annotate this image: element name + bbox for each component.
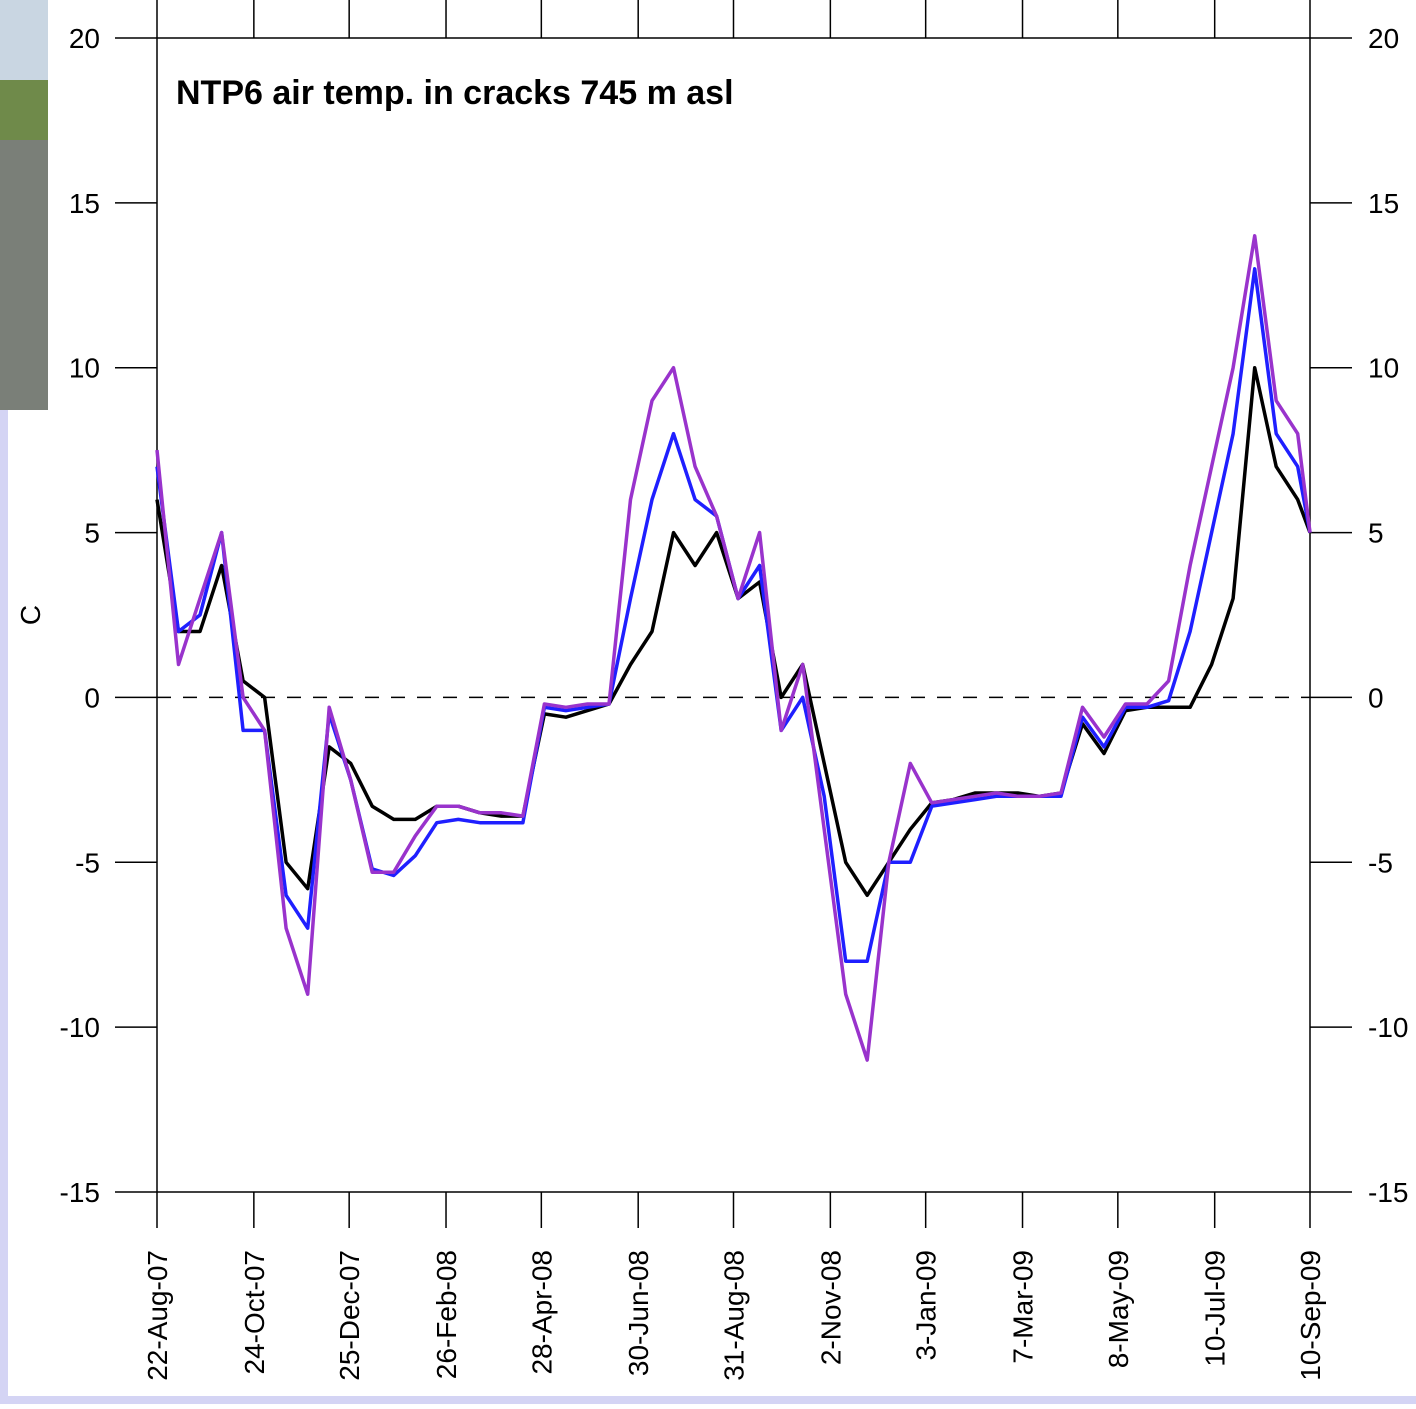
page: NTP6 air temp. in cracks 745 m asl C -15…: [0, 0, 1416, 1409]
x-tick-label: 7-Mar-09: [1008, 1250, 1039, 1364]
x-tick-label: 24-Oct-07: [239, 1250, 270, 1375]
photo-sky: [0, 0, 48, 80]
x-tick-label: 26-Feb-08: [431, 1250, 462, 1379]
y-tick-label: 0: [84, 682, 100, 713]
y2-tick-label: -15: [1368, 1177, 1408, 1208]
y2-tick-label: 15: [1368, 188, 1399, 219]
y2-tick-label: -5: [1368, 847, 1393, 878]
y-tick-label: 15: [69, 188, 100, 219]
photo-grass: [0, 80, 48, 140]
y-tick-label: -15: [60, 1177, 100, 1208]
x-tick-label: 22-Aug-07: [142, 1250, 173, 1381]
x-tick-label: 10-Jul-09: [1200, 1250, 1231, 1367]
y-tick-label: 20: [69, 23, 100, 54]
chart: NTP6 air temp. in cracks 745 m asl C -15…: [0, 0, 1416, 1404]
y2-tick-label: 20: [1368, 23, 1399, 54]
bottom-border: [0, 1396, 1416, 1404]
background: [0, 0, 1416, 1404]
chart-title: NTP6 air temp. in cracks 745 m asl: [176, 74, 734, 112]
y2-tick-label: 5: [1368, 518, 1384, 549]
x-tick-label: 30-Jun-08: [623, 1250, 654, 1376]
y-tick-label: 5: [84, 518, 100, 549]
x-tick-label: 31-Aug-08: [719, 1250, 750, 1381]
x-tick-label: 10-Sep-09: [1295, 1250, 1326, 1381]
y2-tick-label: 0: [1368, 682, 1384, 713]
x-tick-label: 8-May-09: [1103, 1250, 1134, 1368]
x-tick-label: 28-Apr-08: [526, 1250, 557, 1375]
x-tick-label: 3-Jan-09: [911, 1250, 942, 1361]
y-tick-label: -5: [75, 847, 100, 878]
x-tick-label: 2-Nov-08: [815, 1250, 846, 1365]
y-tick-label: -10: [60, 1012, 100, 1043]
x-tick-label: 25-Dec-07: [334, 1250, 365, 1381]
y2-tick-label: -10: [1368, 1012, 1408, 1043]
y2-tick-label: 10: [1368, 353, 1399, 384]
y-tick-label: 10: [69, 353, 100, 384]
y-axis-label: C: [15, 605, 46, 625]
